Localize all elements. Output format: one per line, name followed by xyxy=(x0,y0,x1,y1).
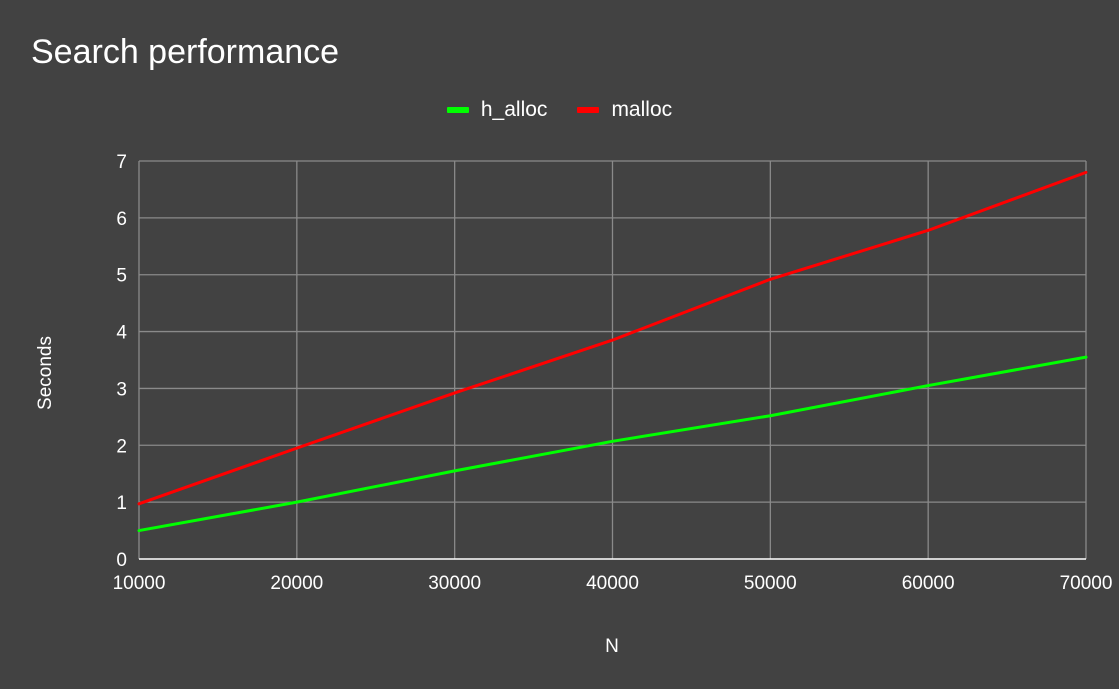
x-tick-label: 10000 xyxy=(113,573,166,594)
chart-title: Search performance xyxy=(31,33,340,71)
y-tick-label: 1 xyxy=(116,493,127,514)
x-tick-label: 70000 xyxy=(1060,573,1113,594)
y-tick-label: 6 xyxy=(116,209,127,230)
series-lines xyxy=(137,170,1088,533)
series-line-malloc[interactable] xyxy=(137,170,1088,506)
gridlines xyxy=(138,160,1087,559)
legend-item-h-alloc[interactable]: h_alloc xyxy=(446,98,548,122)
y-tick-label: 7 xyxy=(116,152,127,173)
x-axis-label: N xyxy=(605,636,619,657)
x-tick-label: 60000 xyxy=(902,573,955,594)
y-tick-label: 5 xyxy=(116,266,127,287)
y-tick-label: 2 xyxy=(116,436,127,457)
y-tick-label: 3 xyxy=(116,379,127,400)
x-tick-label: 20000 xyxy=(270,573,323,594)
legend: h_alloc malloc xyxy=(0,98,1119,122)
y-tick-label: 0 xyxy=(116,550,127,571)
legend-label-h-alloc: h_alloc xyxy=(480,98,548,121)
legend-item-malloc[interactable]: malloc xyxy=(577,98,672,122)
x-tick-label: 50000 xyxy=(744,573,797,594)
legend-swatch-malloc xyxy=(577,107,600,113)
tick-labels: 0 1 2 3 4 5 6 7 10000 20000 30000 40000 50000 60000 70… xyxy=(113,152,1113,594)
legend-label-malloc: malloc xyxy=(611,98,673,121)
series-line-h-alloc[interactable] xyxy=(137,355,1088,533)
y-axis-label: Seconds xyxy=(35,336,56,410)
legend-swatch-h-alloc xyxy=(446,107,469,113)
x-tick-label: 30000 xyxy=(428,573,481,594)
y-tick-label: 4 xyxy=(116,323,127,344)
x-tick-label: 40000 xyxy=(586,573,639,594)
